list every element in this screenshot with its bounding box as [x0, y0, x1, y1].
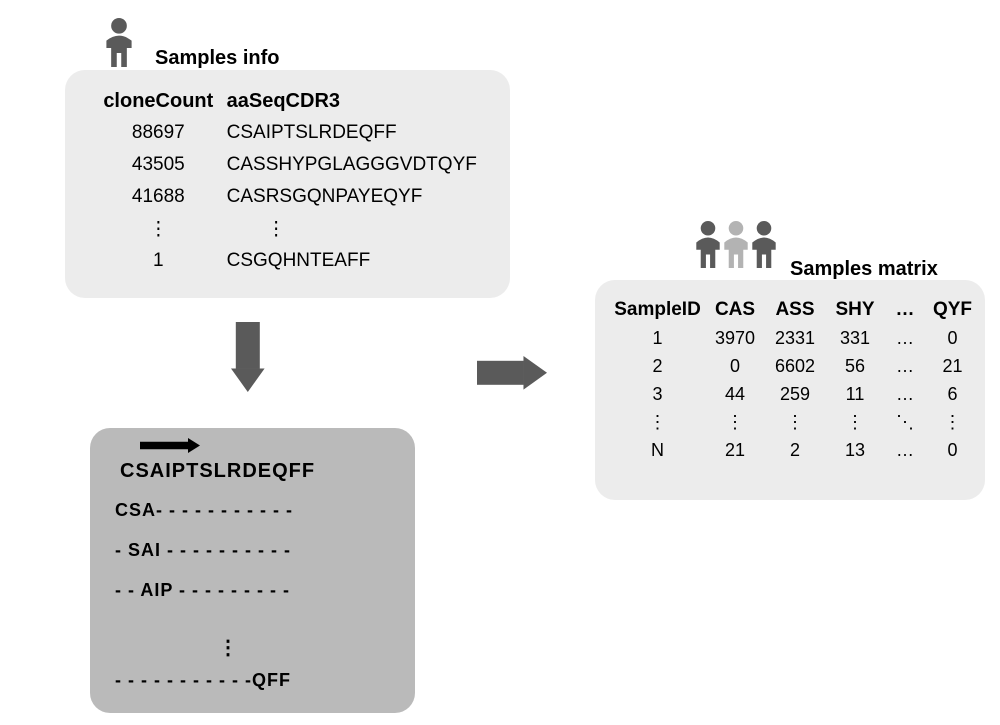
table-cell: 3970	[705, 324, 765, 352]
samples-info-title: Samples info	[155, 47, 279, 70]
table-header: CAS	[705, 296, 765, 324]
samples-matrix-table: SampleIDCASASSSHY…QYF139702331331…020660…	[610, 296, 980, 464]
table-header: …	[885, 296, 925, 324]
kmer-vdots: ⋮	[218, 635, 238, 660]
person-icon	[105, 17, 133, 67]
table-cell: 56	[825, 352, 885, 380]
table-cell: 0	[705, 352, 765, 380]
table-cell: 88697	[90, 117, 227, 149]
right-arrow-icon	[477, 356, 547, 390]
diagram-canvas: Samples info cloneCountaaSeqCDR388697CSA…	[0, 0, 1000, 725]
table-vdots: ⋮	[610, 408, 705, 436]
table-cell: …	[885, 352, 925, 380]
table-cell: 21	[925, 352, 980, 380]
table-cell: N	[610, 436, 705, 464]
table-cell: CSGQHNTEAFF	[227, 245, 510, 277]
window-arrow-icon	[140, 438, 200, 453]
table-cell: …	[885, 380, 925, 408]
table-vdots: ⋱	[885, 408, 925, 436]
table-cell: 2331	[765, 324, 825, 352]
kmer-header: CSAIPTSLRDEQFF	[120, 460, 315, 483]
table-cell: 43505	[90, 149, 227, 181]
table-header: SampleID	[610, 296, 705, 324]
kmer-line: - - - - - - - - - - -QFF	[115, 670, 291, 691]
table-cell: 2	[610, 352, 705, 380]
table-cell: 6602	[765, 352, 825, 380]
table-vdots: ⋮	[925, 408, 980, 436]
table-cell: 11	[825, 380, 885, 408]
table-cell: 44	[705, 380, 765, 408]
kmer-line: - SAI - - - - - - - - - -	[115, 540, 291, 561]
down-arrow-icon	[231, 322, 265, 392]
table-cell: 6	[925, 380, 980, 408]
table-cell: 0	[925, 324, 980, 352]
table-cell: 41688	[90, 181, 227, 213]
samples-info-panel: cloneCountaaSeqCDR388697CSAIPTSLRDEQFF43…	[65, 70, 510, 298]
table-vdots: ⋮	[90, 213, 227, 245]
table-cell: 1	[90, 245, 227, 277]
people-group-icon	[695, 220, 777, 268]
samples-info-table: cloneCountaaSeqCDR388697CSAIPTSLRDEQFF43…	[90, 85, 510, 277]
table-cell: CSAIPTSLRDEQFF	[227, 117, 510, 149]
table-cell: 259	[765, 380, 825, 408]
samples-matrix-panel: SampleIDCASASSSHY…QYF139702331331…020660…	[595, 280, 985, 500]
table-header: QYF	[925, 296, 980, 324]
table-cell: 0	[925, 436, 980, 464]
table-cell: CASSHYPGLAGGGVDTQYF	[227, 149, 510, 181]
table-cell: CASRSGQNPAYEQYF	[227, 181, 510, 213]
table-cell: 3	[610, 380, 705, 408]
samples-matrix-title: Samples matrix	[790, 258, 938, 281]
kmer-line: - - AIP - - - - - - - - -	[115, 580, 290, 601]
table-vdots: ⋮	[825, 408, 885, 436]
table-cell: …	[885, 436, 925, 464]
table-vdots: ⋮	[765, 408, 825, 436]
table-header: aaSeqCDR3	[227, 85, 510, 117]
table-vdots: ⋮	[227, 213, 510, 245]
table-header: ASS	[765, 296, 825, 324]
table-cell: 2	[765, 436, 825, 464]
table-cell: 331	[825, 324, 885, 352]
kmer-line: CSA- - - - - - - - - - -	[115, 500, 293, 521]
table-header: SHY	[825, 296, 885, 324]
table-cell: 1	[610, 324, 705, 352]
table-cell: 13	[825, 436, 885, 464]
table-cell: 21	[705, 436, 765, 464]
table-vdots: ⋮	[705, 408, 765, 436]
table-header: cloneCount	[90, 85, 227, 117]
table-cell: …	[885, 324, 925, 352]
